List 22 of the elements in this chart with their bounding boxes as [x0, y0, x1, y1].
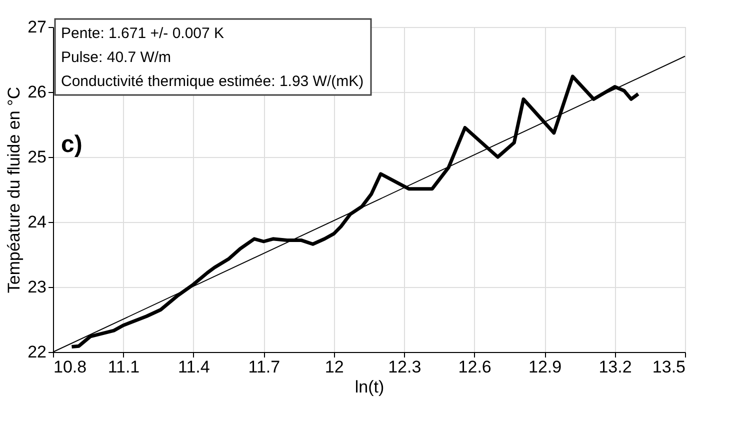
x-axis-title: ln(t)	[354, 378, 384, 396]
x-tick-label: 12.6	[458, 358, 492, 376]
y-tick-label: 24	[28, 212, 46, 232]
x-tick-label: 12.3	[388, 358, 422, 376]
annotation: Pulse: 40.7 W/m	[61, 49, 172, 66]
x-tick-label: 11.7	[248, 358, 280, 376]
y-tick-label: 25	[28, 148, 46, 166]
x-tick-label: 12	[324, 358, 344, 376]
x-tick-label: 12.9	[528, 358, 562, 376]
x-tick-label: 10.8	[54, 358, 87, 376]
x-tick-label: 13.2	[598, 358, 632, 376]
annotation: c)	[61, 131, 82, 158]
y-tick-label: 26	[28, 82, 46, 102]
y-tick-label: 22	[28, 342, 46, 362]
x-tick-label: 13.5	[652, 358, 686, 376]
y-tick-label: 23	[28, 278, 46, 296]
x-tick-label: 11.4	[178, 358, 210, 376]
y-axis-title: Tempéature du fluide en °C	[4, 86, 24, 294]
annotation: Pente: 1.671 +/- 0.007 K	[61, 25, 224, 42]
annotation: Conductivité thermique estimée: 1.93 W/(mK)	[61, 73, 364, 90]
x-tick-label: 11.1	[108, 358, 140, 376]
y-tick-label: 27	[28, 18, 46, 36]
